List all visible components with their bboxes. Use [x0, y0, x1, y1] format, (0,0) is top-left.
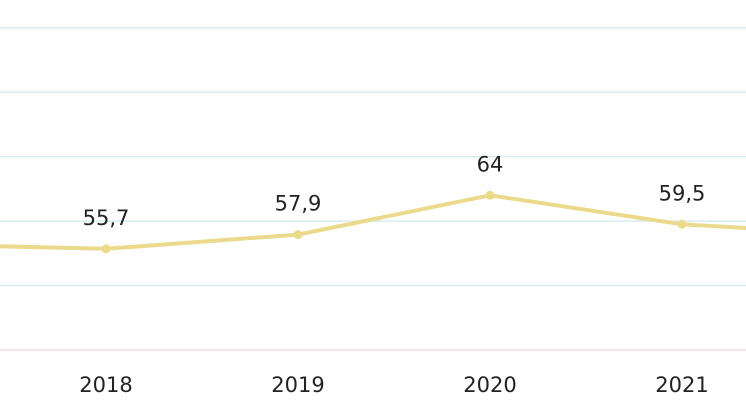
- line: [0, 193, 746, 251]
- data-label: 57,9: [275, 192, 322, 216]
- x-tick-label: 2019: [271, 373, 324, 397]
- x-tick-label: 2018: [79, 373, 132, 397]
- point: [677, 219, 687, 229]
- x-tick-label: 2020: [463, 373, 516, 397]
- point: [485, 190, 495, 200]
- data-label: 64: [477, 152, 504, 176]
- x-tick-label: 2021: [655, 373, 708, 397]
- data-label: 59,5: [659, 181, 706, 205]
- data-label: 55,7: [83, 206, 130, 230]
- point: [101, 244, 111, 254]
- point: [293, 230, 303, 240]
